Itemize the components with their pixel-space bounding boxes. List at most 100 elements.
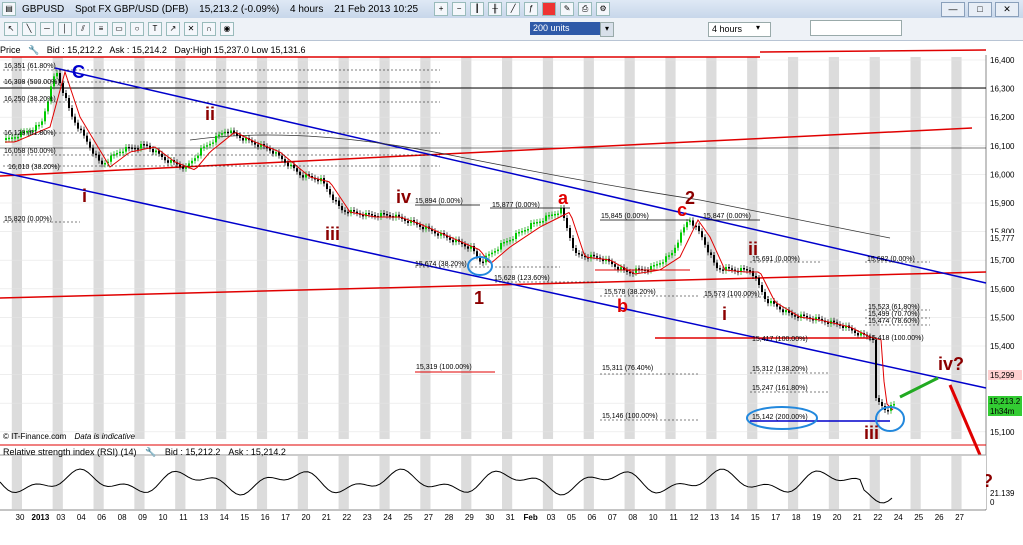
- candle-body: [131, 147, 133, 149]
- rectangle-icon[interactable]: ▭: [112, 22, 126, 36]
- candle-body: [68, 98, 70, 108]
- timeframe-select[interactable]: 4 hours: [708, 22, 771, 37]
- wave-label-iv2: iv?: [938, 354, 964, 374]
- price-axis-label: 16,300: [990, 85, 1015, 94]
- candle-body: [11, 137, 13, 139]
- print-icon[interactable]: ⎙: [578, 2, 593, 16]
- price-tag-bg: [988, 233, 1022, 243]
- candle-body: [293, 164, 295, 169]
- day-range: Day:High 15,237.0 Low 15,131.6: [174, 45, 306, 55]
- channel-icon[interactable]: ⫽: [76, 22, 90, 36]
- candle-body: [65, 93, 67, 98]
- candle-body: [209, 143, 211, 146]
- candle-body: [776, 303, 778, 307]
- candle-body: [89, 141, 91, 148]
- candle-body: [749, 270, 751, 272]
- minimize-button[interactable]: —: [941, 2, 965, 17]
- candle-body: [662, 262, 664, 264]
- time-axis-label: 30: [16, 513, 25, 522]
- candle-body: [26, 131, 28, 133]
- fib-label: 15,845 (0.00%): [601, 213, 649, 220]
- candle-body: [146, 144, 148, 146]
- candle-body: [728, 267, 730, 269]
- timeframe-dropdown-icon[interactable]: ▾: [756, 23, 761, 32]
- candle-body: [50, 86, 52, 102]
- units-select[interactable]: 200 units: [530, 22, 603, 35]
- close-button[interactable]: ✕: [995, 2, 1019, 17]
- candle-body: [491, 252, 493, 255]
- rsi-ask: Ask : 15,214.2: [228, 447, 286, 457]
- settings-icon[interactable]: ⚙: [596, 2, 611, 16]
- candle-body: [32, 130, 34, 132]
- magnet-icon[interactable]: ∩: [202, 22, 216, 36]
- candle-body: [518, 232, 520, 234]
- wrench-icon[interactable]: 🔧: [28, 45, 40, 55]
- candle-body: [215, 136, 217, 143]
- tools-icon[interactable]: ✎: [560, 2, 575, 16]
- trendline-icon[interactable]: ╲: [22, 22, 36, 36]
- color-icon[interactable]: [542, 2, 557, 16]
- vline-icon[interactable]: │: [58, 22, 72, 36]
- candle-body: [803, 314, 805, 316]
- price-tag-bg: [988, 370, 1022, 380]
- candle-body: [224, 131, 226, 134]
- candle-body: [584, 255, 586, 258]
- time-axis-label: 25: [404, 513, 413, 522]
- candle-body: [389, 215, 391, 217]
- candle-body: [581, 254, 583, 256]
- fib-label-group: 16,351 (61.80%) 16,308 (500.00%) 16,250 …: [4, 63, 924, 421]
- candle-body: [137, 148, 139, 150]
- time-axis-label: 05: [567, 513, 576, 522]
- price-tag-bg: [988, 396, 1022, 406]
- eye-icon[interactable]: ◉: [220, 22, 234, 36]
- maximize-button[interactable]: □: [968, 2, 992, 17]
- candle-body: [572, 238, 574, 248]
- time-axis-label: 11: [669, 513, 678, 522]
- fibonacci-icon[interactable]: ≡: [94, 22, 108, 36]
- cursor-icon[interactable]: ↖: [4, 22, 18, 36]
- candle-body: [356, 211, 358, 214]
- candle-body: [326, 183, 328, 189]
- bar-icon[interactable]: ╫: [488, 2, 503, 16]
- units-dropdown-icon[interactable]: ▾: [600, 22, 614, 37]
- weekend-stripe: [52, 57, 63, 439]
- candle-body: [788, 310, 790, 313]
- candle-body: [683, 227, 685, 233]
- candle-icon[interactable]: ┃: [470, 2, 485, 16]
- candle-body: [167, 160, 169, 163]
- candle-body: [536, 222, 538, 224]
- rsi-settings-icon[interactable]: 🔧: [145, 447, 157, 457]
- text-icon[interactable]: T: [148, 22, 162, 36]
- candle-body: [767, 299, 769, 304]
- candle-body: [818, 317, 820, 319]
- zoom-in-icon[interactable]: +: [434, 2, 449, 16]
- candle-body: [317, 179, 319, 182]
- candle-body: [122, 151, 124, 154]
- candle-body: [374, 215, 376, 217]
- line-icon[interactable]: ╱: [506, 2, 521, 16]
- candle-body: [542, 221, 544, 223]
- candle-body: [98, 154, 100, 161]
- candle-body: [299, 171, 301, 176]
- time-axis-label: 17: [281, 513, 290, 522]
- countdown-bg: [988, 406, 1022, 416]
- symbol-search-input[interactable]: [810, 20, 902, 36]
- candle-body: [353, 210, 355, 212]
- fib-label: 15,417 (100.00%): [752, 336, 808, 343]
- fib-label: 15,894 (0.00%): [415, 198, 463, 205]
- candle-body: [191, 160, 193, 164]
- candle-body: [8, 137, 10, 140]
- ellipse-icon[interactable]: ○: [130, 22, 144, 36]
- weekend-stripe: [175, 57, 186, 439]
- price-axis-label: 16,200: [990, 113, 1015, 122]
- hline-icon[interactable]: ─: [40, 22, 54, 36]
- candle-body: [647, 269, 649, 272]
- weekend-stripe: [869, 57, 880, 439]
- delete-icon[interactable]: ✕: [184, 22, 198, 36]
- title-bar: ▤ GBPUSD Spot FX GBP/USD (DFB) 15,213.2 …: [0, 0, 1023, 19]
- rsi-bid: Bid : 15,212.2: [164, 447, 221, 457]
- indicator-icon[interactable]: ƒ: [524, 2, 539, 16]
- arrow-icon[interactable]: ↗: [166, 22, 180, 36]
- zoom-out-icon[interactable]: −: [452, 2, 467, 16]
